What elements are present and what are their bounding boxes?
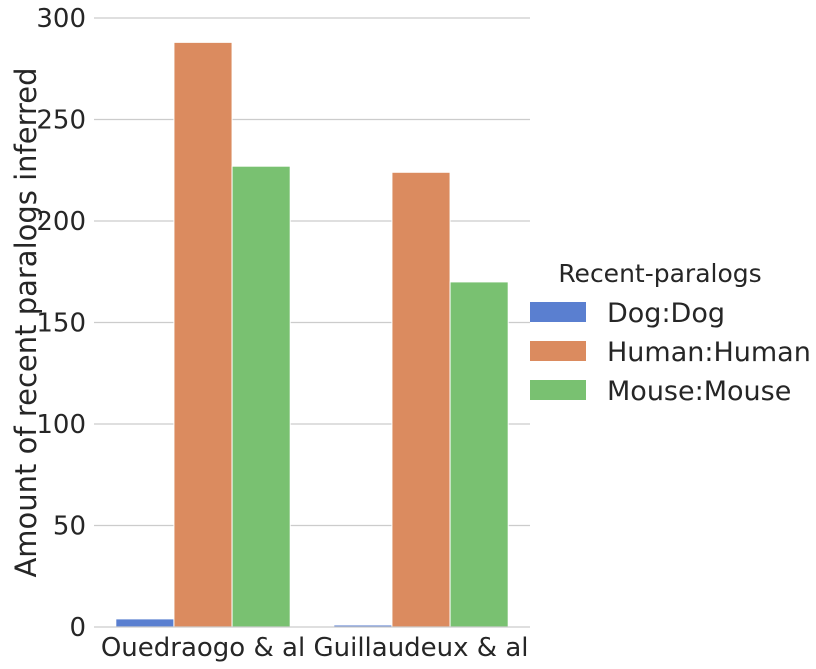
x-tick-labels: Ouedraogo & al Guillaudeux & al	[101, 633, 529, 663]
y-tick-label: 0	[69, 613, 86, 643]
bar-dog-dog-0	[115, 618, 175, 628]
legend-swatch	[530, 302, 586, 322]
bar-human-human-0	[173, 41, 233, 628]
legend: Recent-paralogs Dog:Dog Human:Human Mouse:…	[530, 259, 811, 407]
y-tick-label: 50	[53, 512, 86, 542]
y-tick-label: 100	[36, 410, 86, 440]
legend-label: Mouse:Mouse	[607, 376, 791, 407]
legend-swatch	[530, 341, 586, 361]
bar-mouse-mouse-0	[231, 165, 291, 628]
legend-swatch	[530, 380, 586, 400]
x-tick-label: Ouedraogo & al	[101, 633, 305, 663]
x-tick-label: Guillaudeux & al	[313, 633, 528, 663]
y-tick-label: 300	[36, 4, 86, 34]
y-axis-title: Amount of recent paralogs inferred	[9, 67, 43, 577]
y-tick-label: 150	[36, 309, 86, 339]
y-tick-labels: 0 50 100 150 200 250 300	[36, 4, 86, 643]
y-tick-label: 250	[36, 106, 86, 136]
bars	[115, 41, 509, 628]
bar-mouse-mouse-1	[449, 281, 509, 628]
legend-title: Recent-paralogs	[558, 259, 761, 288]
bar-human-human-1	[391, 171, 451, 628]
legend-label: Human:Human	[607, 337, 811, 368]
legend-label: Dog:Dog	[607, 298, 725, 329]
y-tick-label: 200	[36, 207, 86, 237]
